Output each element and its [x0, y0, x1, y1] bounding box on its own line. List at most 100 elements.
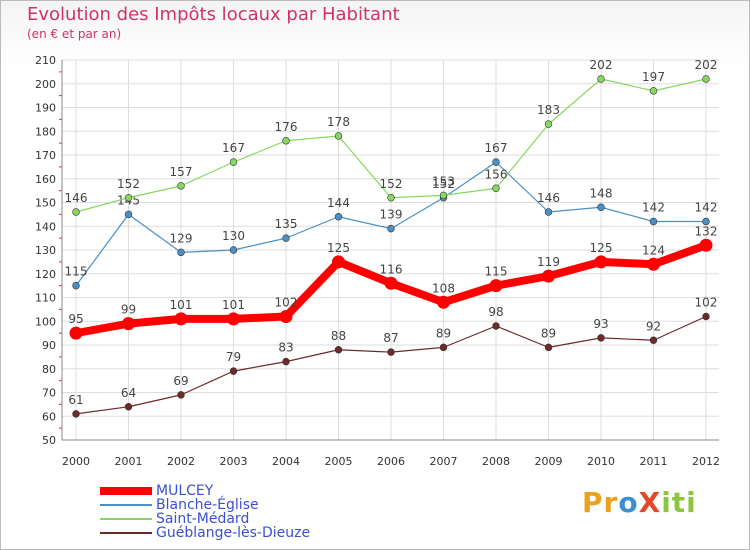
y-tick-label: 140 [35, 220, 56, 233]
data-label: 167 [222, 141, 245, 155]
data-point [492, 184, 500, 192]
y-tick-label: 150 [35, 197, 56, 210]
x-tick-label: 2000 [62, 455, 90, 468]
x-tick-label: 2002 [167, 455, 195, 468]
data-label: 152 [432, 177, 455, 191]
data-point [489, 279, 503, 293]
x-tick-label: 2012 [692, 455, 720, 468]
data-label: 146 [65, 191, 88, 205]
data-label: 197 [642, 70, 665, 84]
data-label: 102 [275, 296, 298, 310]
data-label: 132 [695, 224, 718, 238]
data-label: 202 [695, 58, 718, 72]
data-point [597, 334, 605, 342]
data-point [384, 276, 398, 290]
data-point [124, 194, 133, 202]
data-point [227, 312, 240, 326]
data-point [387, 348, 395, 356]
chart-subtitle: (en € et par an) [27, 27, 122, 41]
x-tick-label: 2005 [325, 455, 353, 468]
data-label: 144 [327, 196, 350, 210]
data-point [649, 217, 658, 226]
legend-swatch [100, 504, 152, 506]
data-label: 115 [65, 265, 88, 279]
y-tick-label: 180 [35, 125, 56, 138]
data-label: 125 [590, 241, 613, 255]
data-point [649, 336, 658, 344]
legend-label: Blanche-Église [156, 497, 259, 513]
data-label: 115 [485, 265, 508, 279]
data-point [229, 246, 238, 254]
chart-title: Evolution des Impôts locaux par Habitant [27, 4, 400, 25]
data-point [334, 346, 343, 354]
proxiti-logo: ProXiti [582, 486, 697, 519]
legend-label: Guéblange-lès-Dieuze [156, 525, 311, 541]
data-point [437, 295, 450, 309]
data-point [492, 158, 500, 166]
data-label: 176 [275, 120, 298, 134]
data-label: 92 [646, 319, 661, 333]
y-tick-label: 100 [35, 315, 56, 328]
data-point [492, 322, 500, 330]
data-label: 64 [121, 386, 136, 400]
data-point [542, 269, 555, 283]
x-tick-label: 2006 [377, 455, 405, 468]
data-label: 146 [537, 191, 560, 205]
y-tick-label: 160 [35, 173, 56, 186]
y-tick-label: 170 [35, 149, 56, 162]
data-point [544, 120, 553, 128]
data-label: 87 [383, 331, 398, 345]
data-label: 89 [436, 326, 451, 340]
data-label: 99 [121, 303, 136, 317]
x-tick-label: 2010 [587, 455, 615, 468]
data-label: 98 [488, 305, 503, 319]
data-point [439, 343, 448, 352]
y-tick-label: 80 [42, 363, 56, 376]
data-point [229, 367, 238, 375]
legend-label: Saint-Médard [156, 511, 250, 527]
data-point [597, 75, 605, 83]
data-label: 83 [278, 341, 293, 355]
data-label: 142 [642, 201, 665, 215]
data-point [594, 255, 608, 269]
legend-label: MULCEY [156, 483, 214, 499]
data-label: 93 [593, 317, 608, 331]
data-point [282, 357, 290, 366]
data-label: 116 [380, 262, 403, 276]
data-label: 152 [380, 177, 403, 191]
data-label: 152 [117, 177, 140, 191]
legend-swatch [100, 518, 152, 520]
y-tick-label: 90 [42, 339, 56, 352]
data-label: 130 [222, 229, 245, 243]
data-label: 183 [537, 103, 560, 117]
data-point [177, 248, 185, 257]
y-tick-label: 60 [42, 410, 56, 423]
data-label: 102 [695, 296, 718, 310]
x-tick-label: 2009 [535, 455, 563, 468]
data-label: 153 [432, 174, 455, 188]
data-point [174, 312, 188, 326]
x-tick-label: 2004 [272, 455, 300, 468]
legend-swatch [100, 532, 152, 534]
data-point [69, 326, 83, 340]
data-label: 101 [170, 298, 193, 312]
data-label: 202 [590, 58, 613, 72]
data-point [439, 191, 448, 200]
data-point [544, 343, 553, 352]
data-point [72, 410, 80, 418]
data-label: 139 [380, 208, 403, 222]
y-tick-label: 50 [42, 434, 56, 447]
data-point [597, 203, 605, 211]
data-point [699, 238, 713, 252]
data-label: 61 [68, 393, 83, 407]
data-label: 135 [275, 217, 298, 231]
data-label: 69 [173, 374, 188, 388]
data-label: 129 [170, 231, 193, 245]
data-point [334, 132, 343, 140]
x-tick-label: 2008 [482, 455, 510, 468]
data-point [124, 403, 133, 411]
data-point [334, 213, 343, 221]
data-point [72, 281, 80, 290]
data-point [647, 257, 660, 271]
